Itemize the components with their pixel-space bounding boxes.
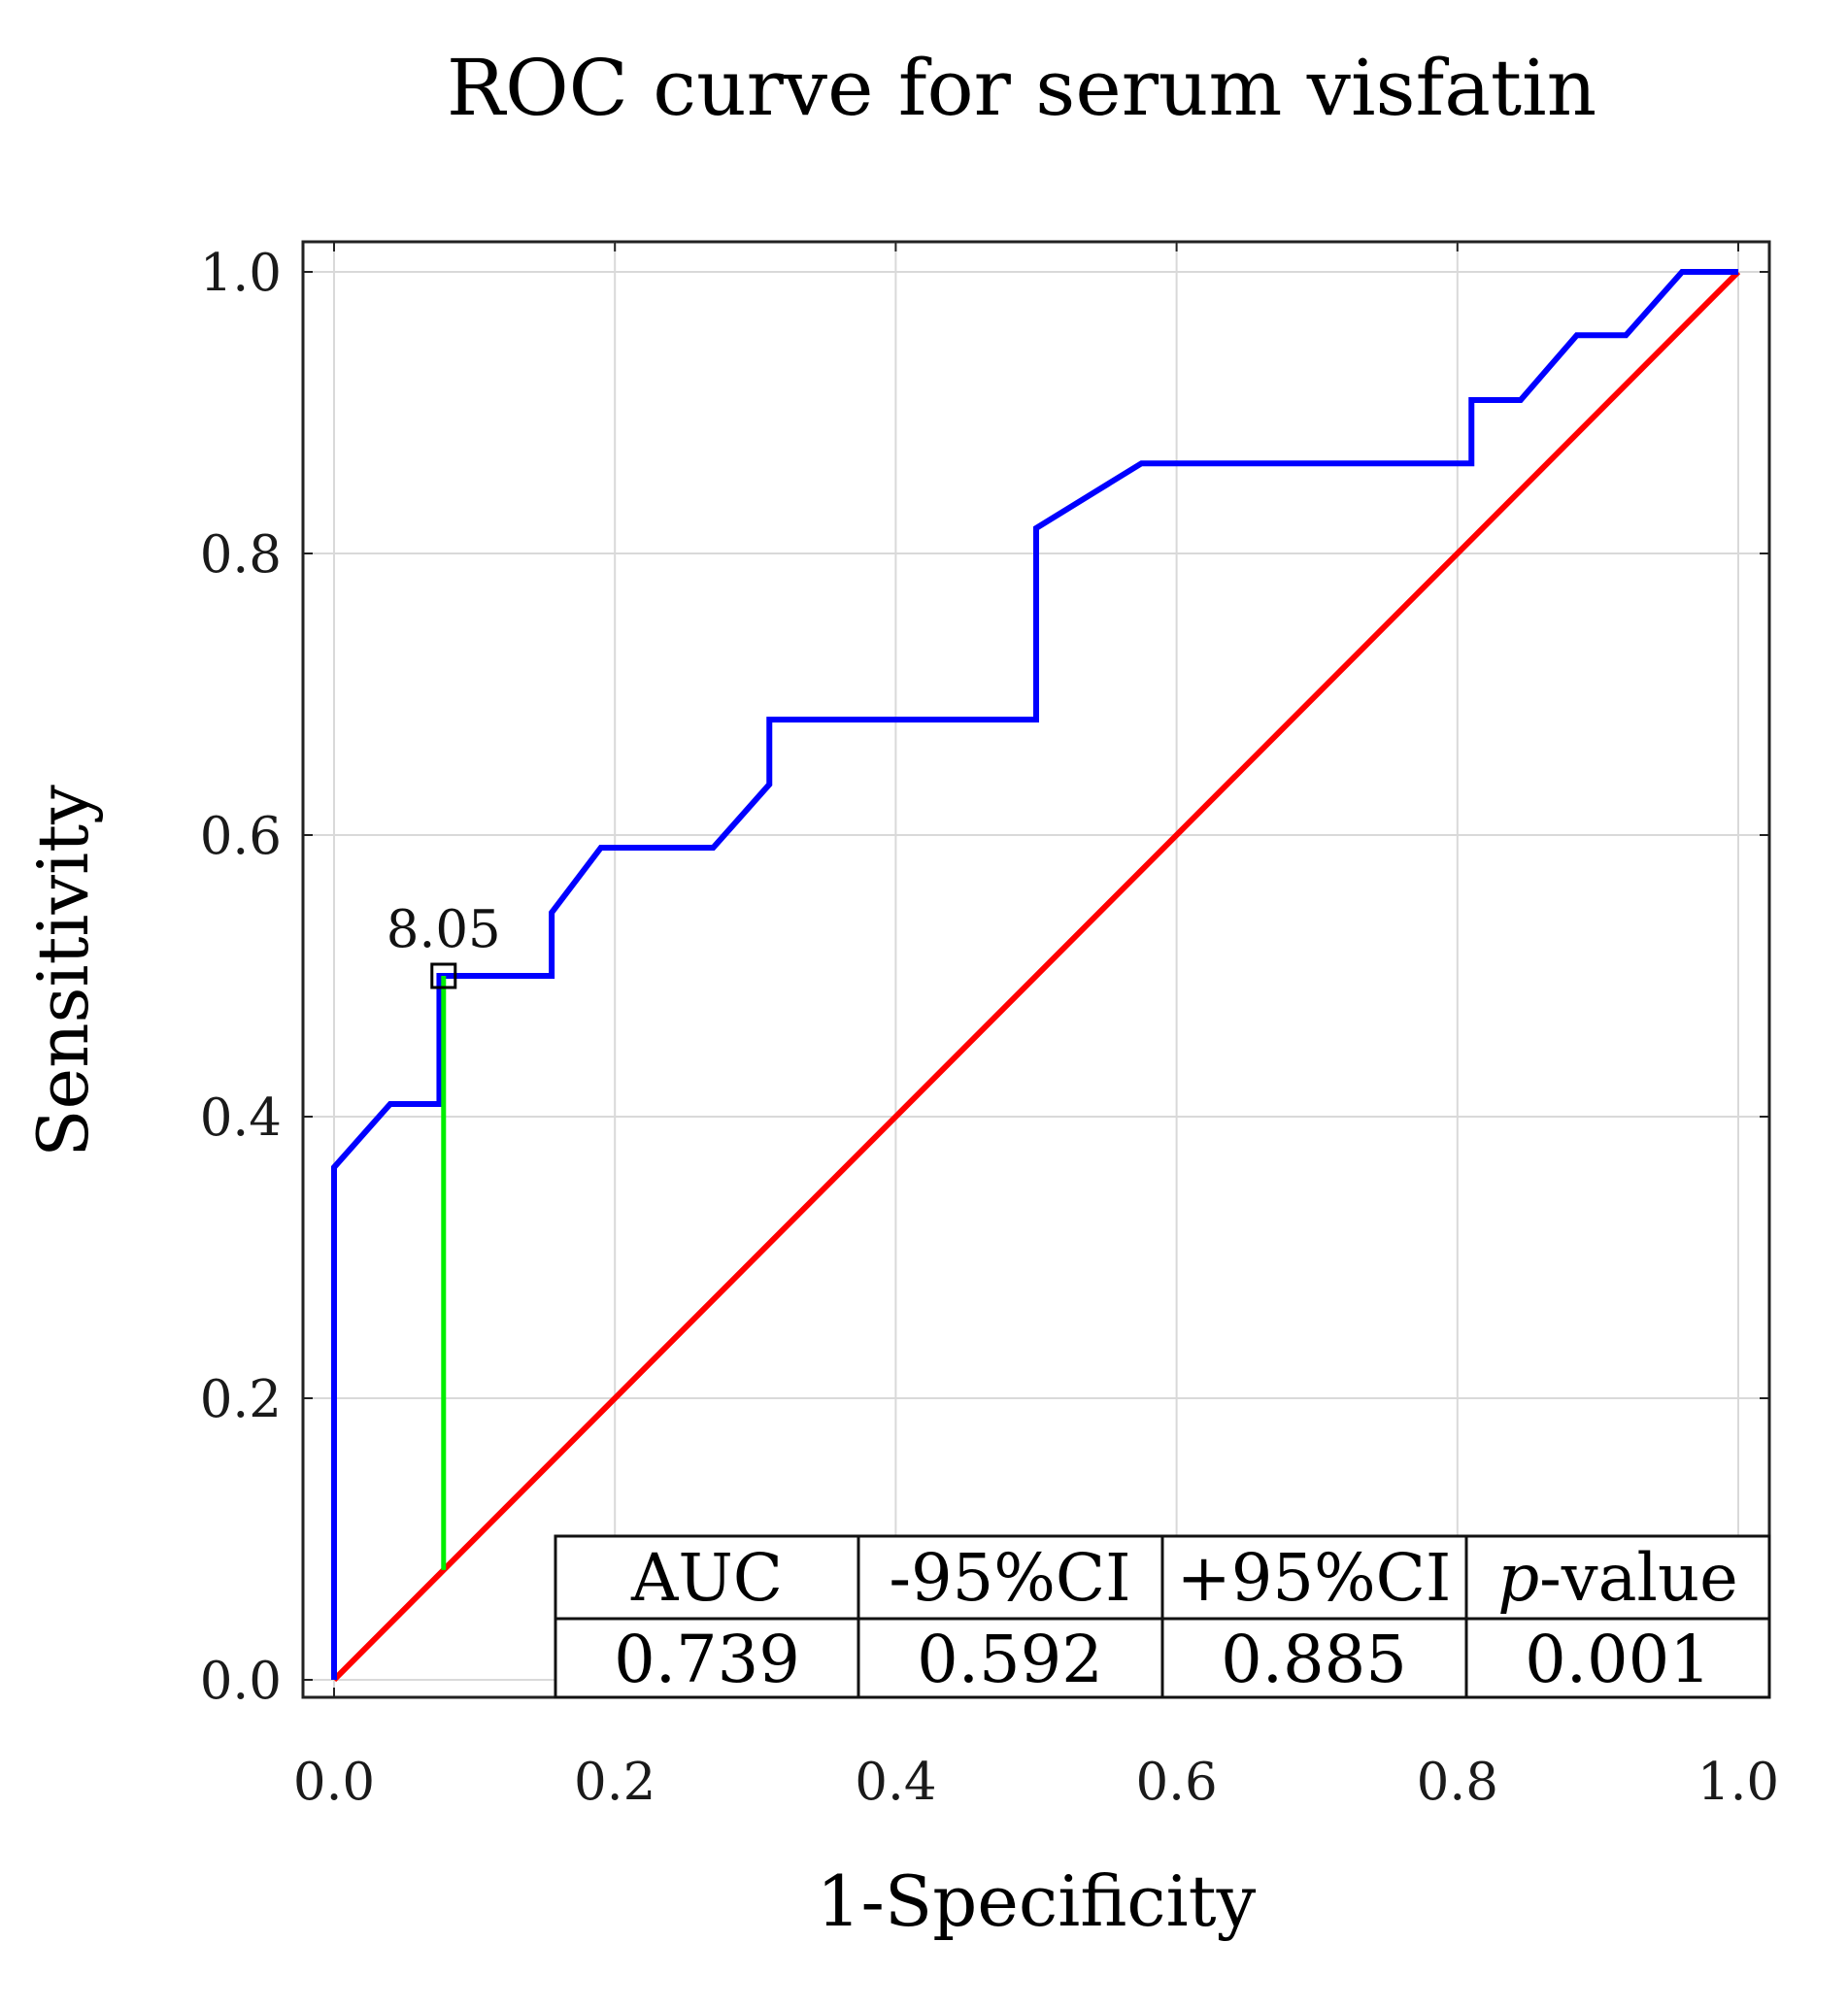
x-tick-label: 0.6 [1135,1753,1217,1812]
y-tick-label: 0.8 [200,525,282,585]
stats-value-p: 0.001 [1525,1622,1711,1697]
y-axis-label: Sensitivity [22,785,104,1157]
stats-table: AUC -95%CI +95%CI p-value 0.739 0.592 0.… [554,1534,1771,1699]
y-tick-label: 0.2 [200,1370,282,1429]
stats-header-lower-ci: -95%CI [889,1540,1130,1616]
x-tick-label: 0.0 [293,1753,375,1812]
stats-value-lower-ci: 0.592 [917,1622,1103,1697]
x-tick-label: 1.0 [1697,1753,1779,1812]
y-tick-label: 0.0 [200,1652,282,1711]
x-axis-label: 1-Specificity [817,1860,1257,1942]
cutoff-label: 8.05 [386,900,501,959]
chart-title: ROC curve for serum visfatin [447,43,1596,133]
x-tick-label: 0.4 [855,1753,936,1812]
stats-header-p-suffix: -value [1539,1540,1738,1616]
stats-value-auc: 0.739 [614,1622,800,1697]
cutoff-point-marker [430,962,457,989]
reference-diagonal-line [331,269,1741,1683]
stats-value-upper-ci: 0.885 [1221,1622,1407,1697]
y-tick-label: 0.4 [200,1088,282,1148]
x-tick-label: 0.2 [574,1753,655,1812]
y-tick-label: 0.6 [200,807,282,866]
stats-header-p-value: p-value [1497,1540,1738,1616]
x-tick-labels: 0.0 0.2 0.4 0.6 0.8 1.0 [293,1753,1779,1812]
stats-header-p-italic: p [1497,1540,1539,1616]
stats-header-auc: AUC [630,1540,783,1616]
stats-header-upper-ci: +95%CI [1177,1540,1452,1616]
y-tick-label: 1.0 [200,244,282,303]
y-tick-labels: 0.0 0.2 0.4 0.6 0.8 1.0 [200,244,282,1711]
roc-curve-line [331,269,1738,1680]
x-tick-label: 0.8 [1417,1753,1498,1812]
